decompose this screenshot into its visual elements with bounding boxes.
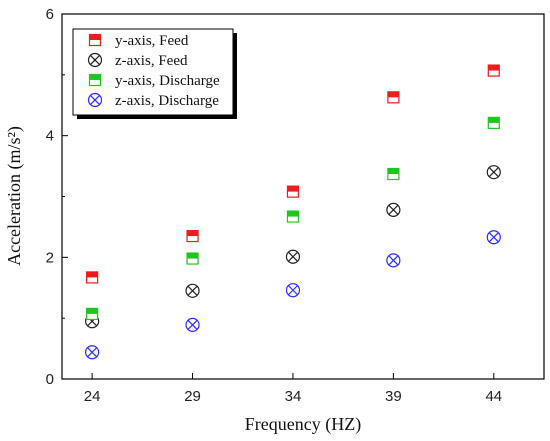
data-point xyxy=(285,249,301,264)
data-point xyxy=(387,167,400,181)
x-tick-label: 39 xyxy=(385,388,402,405)
y-axis-label: Acceleration (m/s²) xyxy=(4,126,25,266)
data-point xyxy=(286,185,300,198)
legend-label: y-axis, Feed xyxy=(115,33,189,49)
x-tick-label: 34 xyxy=(285,388,302,405)
y-tick-label: 0 xyxy=(46,371,54,388)
legend-marker xyxy=(88,33,102,47)
legend-marker xyxy=(87,92,103,108)
legend-label: z-axis, Feed xyxy=(115,53,188,69)
data-point xyxy=(386,253,401,268)
data-point xyxy=(285,283,301,298)
y-tick-label: 4 xyxy=(46,128,54,145)
y-axis: 0 2 4 6 xyxy=(46,6,68,388)
data-point xyxy=(387,91,400,104)
data-point xyxy=(85,345,100,360)
data-point xyxy=(487,116,500,129)
data-point xyxy=(86,307,99,321)
x-axis: 24 29 34 39 44 xyxy=(84,373,502,405)
x-tick-label: 24 xyxy=(84,388,101,405)
x-axis-label: Frequency (HZ) xyxy=(245,414,361,435)
data-point xyxy=(186,252,199,265)
data-point xyxy=(386,202,401,217)
data-point xyxy=(486,230,501,245)
data-point xyxy=(185,283,200,298)
data-point xyxy=(486,165,501,180)
data-point xyxy=(185,317,200,332)
data-point xyxy=(86,271,99,284)
legend-label: y-axis, Discharge xyxy=(115,73,220,89)
y-tick-label: 2 xyxy=(46,249,54,266)
legend-marker xyxy=(87,52,103,68)
legend-marker xyxy=(88,73,102,87)
x-tick-label: 29 xyxy=(184,388,201,405)
data-point xyxy=(286,210,300,223)
data-points xyxy=(85,64,501,360)
legend: y-axis, Feed z-axis, Feed y-axis, Discharg… xyxy=(72,28,237,119)
x-tick-label: 44 xyxy=(485,388,502,405)
legend-label: z-axis, Discharge xyxy=(115,93,219,109)
y-tick-label: 6 xyxy=(46,6,54,23)
data-point xyxy=(186,229,199,243)
data-point xyxy=(487,64,500,77)
